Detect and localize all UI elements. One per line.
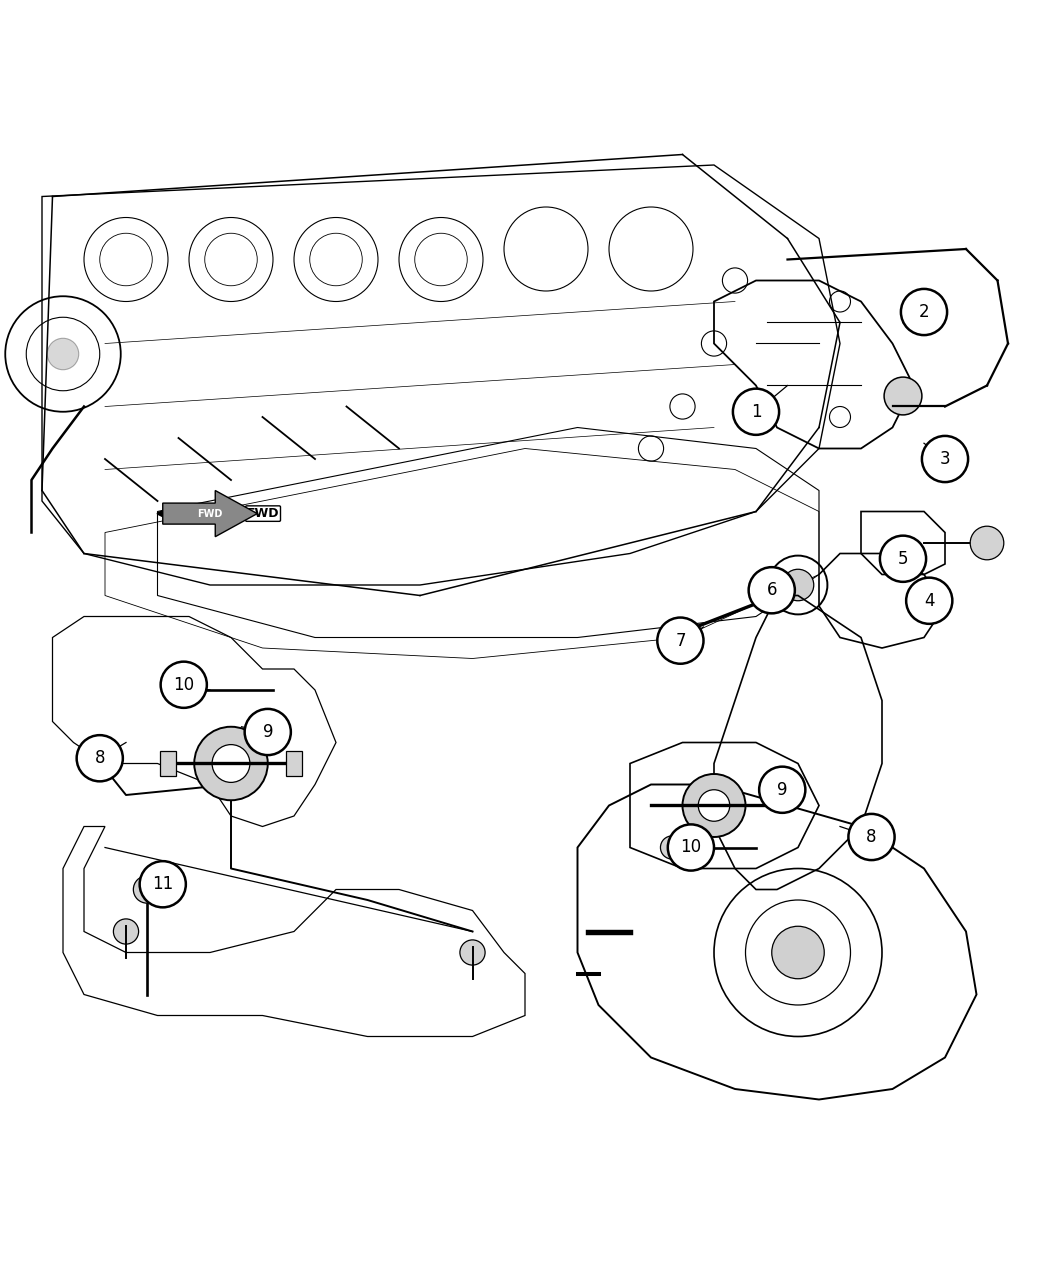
Circle shape xyxy=(906,578,952,623)
Circle shape xyxy=(669,618,696,646)
Text: 8: 8 xyxy=(94,750,105,768)
Circle shape xyxy=(682,774,745,836)
Polygon shape xyxy=(163,491,257,537)
Text: 10: 10 xyxy=(680,839,701,857)
Circle shape xyxy=(668,825,714,871)
Circle shape xyxy=(698,789,730,821)
Circle shape xyxy=(460,940,485,965)
Circle shape xyxy=(782,569,814,601)
Text: 5: 5 xyxy=(898,550,908,567)
Circle shape xyxy=(884,377,922,414)
Circle shape xyxy=(178,680,200,700)
Text: FWD: FWD xyxy=(247,507,279,520)
Text: 10: 10 xyxy=(173,676,194,694)
Circle shape xyxy=(657,617,704,664)
Text: 9: 9 xyxy=(262,723,273,741)
Circle shape xyxy=(901,289,947,335)
Text: 2: 2 xyxy=(919,303,929,321)
Circle shape xyxy=(47,338,79,370)
Circle shape xyxy=(733,389,779,435)
Circle shape xyxy=(113,919,139,944)
Circle shape xyxy=(245,709,291,755)
Polygon shape xyxy=(160,751,176,776)
Text: 4: 4 xyxy=(924,592,934,609)
Circle shape xyxy=(922,436,968,482)
Text: 3: 3 xyxy=(940,450,950,468)
Circle shape xyxy=(749,567,795,613)
Text: 1: 1 xyxy=(751,403,761,421)
Circle shape xyxy=(970,527,1004,560)
Circle shape xyxy=(140,861,186,908)
Circle shape xyxy=(848,813,895,861)
Circle shape xyxy=(77,736,123,782)
Circle shape xyxy=(660,836,684,859)
Circle shape xyxy=(133,876,161,903)
Text: 6: 6 xyxy=(766,581,777,599)
Text: FWD: FWD xyxy=(197,509,223,519)
Text: 8: 8 xyxy=(866,827,877,847)
Circle shape xyxy=(194,727,268,801)
Text: 9: 9 xyxy=(777,780,788,798)
Text: 7: 7 xyxy=(675,631,686,650)
Circle shape xyxy=(212,745,250,783)
Polygon shape xyxy=(286,751,302,776)
Circle shape xyxy=(772,926,824,979)
Text: 11: 11 xyxy=(152,875,173,894)
Circle shape xyxy=(759,766,805,813)
Circle shape xyxy=(880,536,926,581)
Circle shape xyxy=(161,662,207,708)
